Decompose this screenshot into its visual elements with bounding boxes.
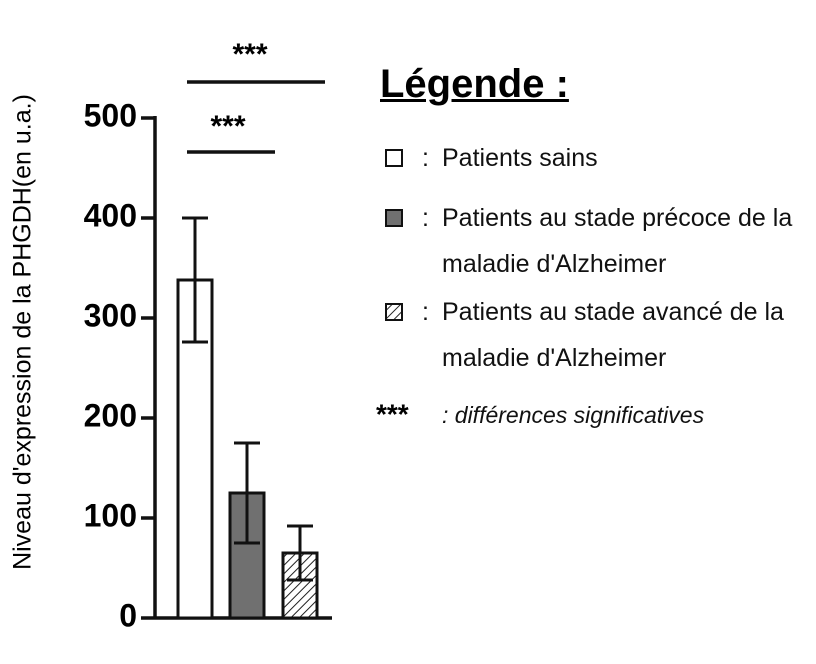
legend-note-symbol: *** xyxy=(376,398,409,429)
y-tick-label: 100 xyxy=(84,497,137,533)
legend-swatch xyxy=(385,303,403,321)
legend-separator: : xyxy=(422,144,429,172)
legend-label: Patients au stade précoce de la maladie … xyxy=(442,204,793,278)
significance-label: *** xyxy=(232,38,267,71)
legend-separator: : xyxy=(422,298,429,326)
y-tick-label: 0 xyxy=(119,597,137,633)
legend-swatch xyxy=(385,149,403,167)
y-tick-label: 300 xyxy=(84,297,137,333)
legend-swatch xyxy=(385,209,403,227)
legend-note: : différences significatives xyxy=(442,402,705,428)
y-tick-label: 200 xyxy=(84,397,137,433)
legend-label: Patients au stade avancé de la maladie d… xyxy=(442,298,784,372)
y-tick-label: 400 xyxy=(84,197,137,233)
y-tick-label: 500 xyxy=(84,97,137,133)
legend-separator: : xyxy=(422,204,429,232)
legend-label: Patients sains xyxy=(442,144,598,172)
legend-title: Légende : xyxy=(380,62,569,106)
y-axis-label: Niveau d'expression de la PHGDH(en u.a.) xyxy=(9,94,37,570)
significance-label: *** xyxy=(210,110,245,143)
